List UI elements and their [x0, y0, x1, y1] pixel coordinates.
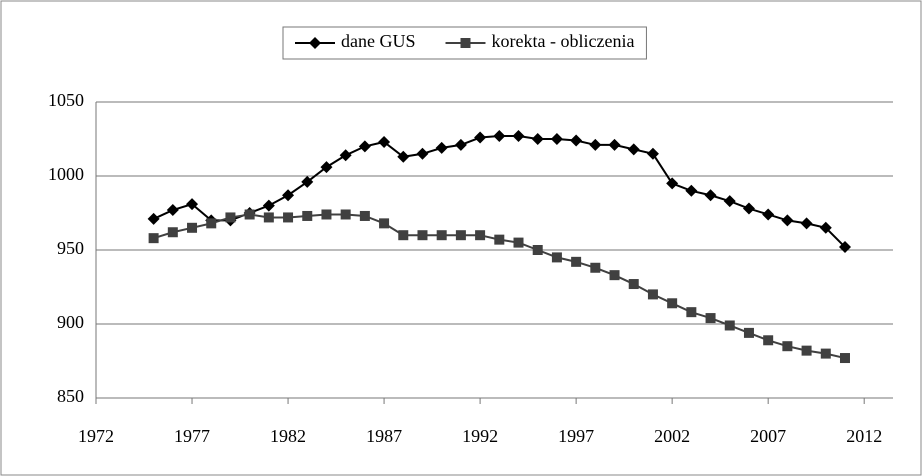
- data-point: [704, 189, 717, 202]
- data-point: [417, 230, 428, 241]
- data-point: [666, 177, 679, 190]
- data-point: [820, 348, 831, 359]
- data-point: [685, 184, 698, 197]
- x-tick-label: 1977: [174, 426, 210, 446]
- data-point: [397, 150, 410, 163]
- data-point: [148, 233, 159, 244]
- x-tick-label: 2007: [750, 426, 786, 446]
- data-point: [225, 212, 236, 223]
- data-point: [743, 327, 754, 338]
- data-point: [801, 345, 812, 356]
- data-point: [436, 230, 447, 241]
- data-point: [166, 204, 179, 217]
- data-point: [302, 210, 313, 221]
- data-point: [590, 262, 601, 273]
- data-point: [359, 210, 370, 221]
- data-point: [570, 134, 583, 147]
- data-point: [206, 218, 217, 229]
- data-point: [646, 147, 659, 160]
- data-point: [435, 141, 448, 154]
- data-point: [532, 245, 543, 255]
- legend-label: dane GUS: [341, 31, 416, 51]
- y-tick-label: 1000: [48, 164, 84, 184]
- y-tick-label: 850: [57, 386, 84, 406]
- data-point: [608, 138, 621, 151]
- data-point: [262, 199, 275, 212]
- data-point: [762, 208, 775, 221]
- x-tick-label: 1982: [270, 426, 306, 446]
- data-point: [724, 320, 735, 331]
- y-tick-label: 950: [57, 238, 84, 258]
- data-point: [416, 147, 429, 160]
- data-point: [782, 341, 793, 352]
- x-tick-label: 2002: [654, 426, 690, 446]
- data-point: [263, 212, 274, 223]
- data-point: [301, 175, 314, 188]
- data-point: [358, 140, 371, 153]
- y-tick-label: 1050: [48, 90, 84, 110]
- x-tick-label: 1997: [558, 426, 594, 446]
- data-point: [187, 222, 198, 233]
- data-point: [763, 335, 774, 346]
- data-point: [742, 202, 755, 215]
- data-point: [494, 234, 505, 245]
- data-point: [723, 195, 736, 208]
- data-point: [454, 138, 467, 151]
- data-point: [628, 279, 639, 290]
- data-point: [320, 161, 333, 174]
- data-point: [589, 138, 602, 151]
- data-point: [244, 209, 255, 220]
- data-point: [167, 227, 178, 238]
- x-tick-label: 1992: [462, 426, 498, 446]
- data-point: [838, 241, 851, 254]
- data-point: [627, 143, 640, 156]
- data-point: [686, 307, 697, 318]
- data-point: [339, 149, 352, 162]
- data-point: [531, 133, 544, 145]
- data-point: [475, 230, 486, 241]
- legend-marker: [309, 37, 321, 49]
- data-point: [186, 198, 199, 211]
- x-tick-label: 1987: [366, 426, 402, 446]
- data-point: [647, 289, 658, 300]
- data-point: [800, 217, 813, 230]
- data-point: [512, 130, 525, 143]
- data-point: [667, 298, 678, 309]
- data-point: [340, 209, 351, 220]
- data-point: [551, 252, 562, 263]
- data-point: [147, 212, 160, 225]
- x-tick-label: 1972: [78, 426, 114, 446]
- data-point: [283, 212, 294, 223]
- y-tick-label: 900: [57, 312, 84, 332]
- data-point: [455, 230, 466, 241]
- legend-label: korekta - obliczenia: [492, 31, 635, 51]
- data-point: [550, 133, 563, 145]
- data-point: [839, 353, 850, 364]
- data-point: [398, 230, 409, 241]
- data-point: [321, 209, 332, 220]
- data-point: [474, 131, 487, 144]
- legend-box: [282, 26, 647, 60]
- legend-marker: [460, 38, 471, 48]
- data-point: [781, 214, 794, 227]
- data-point: [571, 256, 582, 267]
- data-point: [513, 237, 524, 248]
- data-point: [705, 313, 716, 324]
- x-tick-label: 2012: [846, 426, 882, 446]
- data-point: [282, 189, 295, 202]
- data-point: [493, 130, 506, 143]
- data-point: [378, 135, 391, 148]
- data-point: [609, 270, 620, 281]
- data-point: [819, 221, 832, 234]
- data-point: [379, 218, 390, 229]
